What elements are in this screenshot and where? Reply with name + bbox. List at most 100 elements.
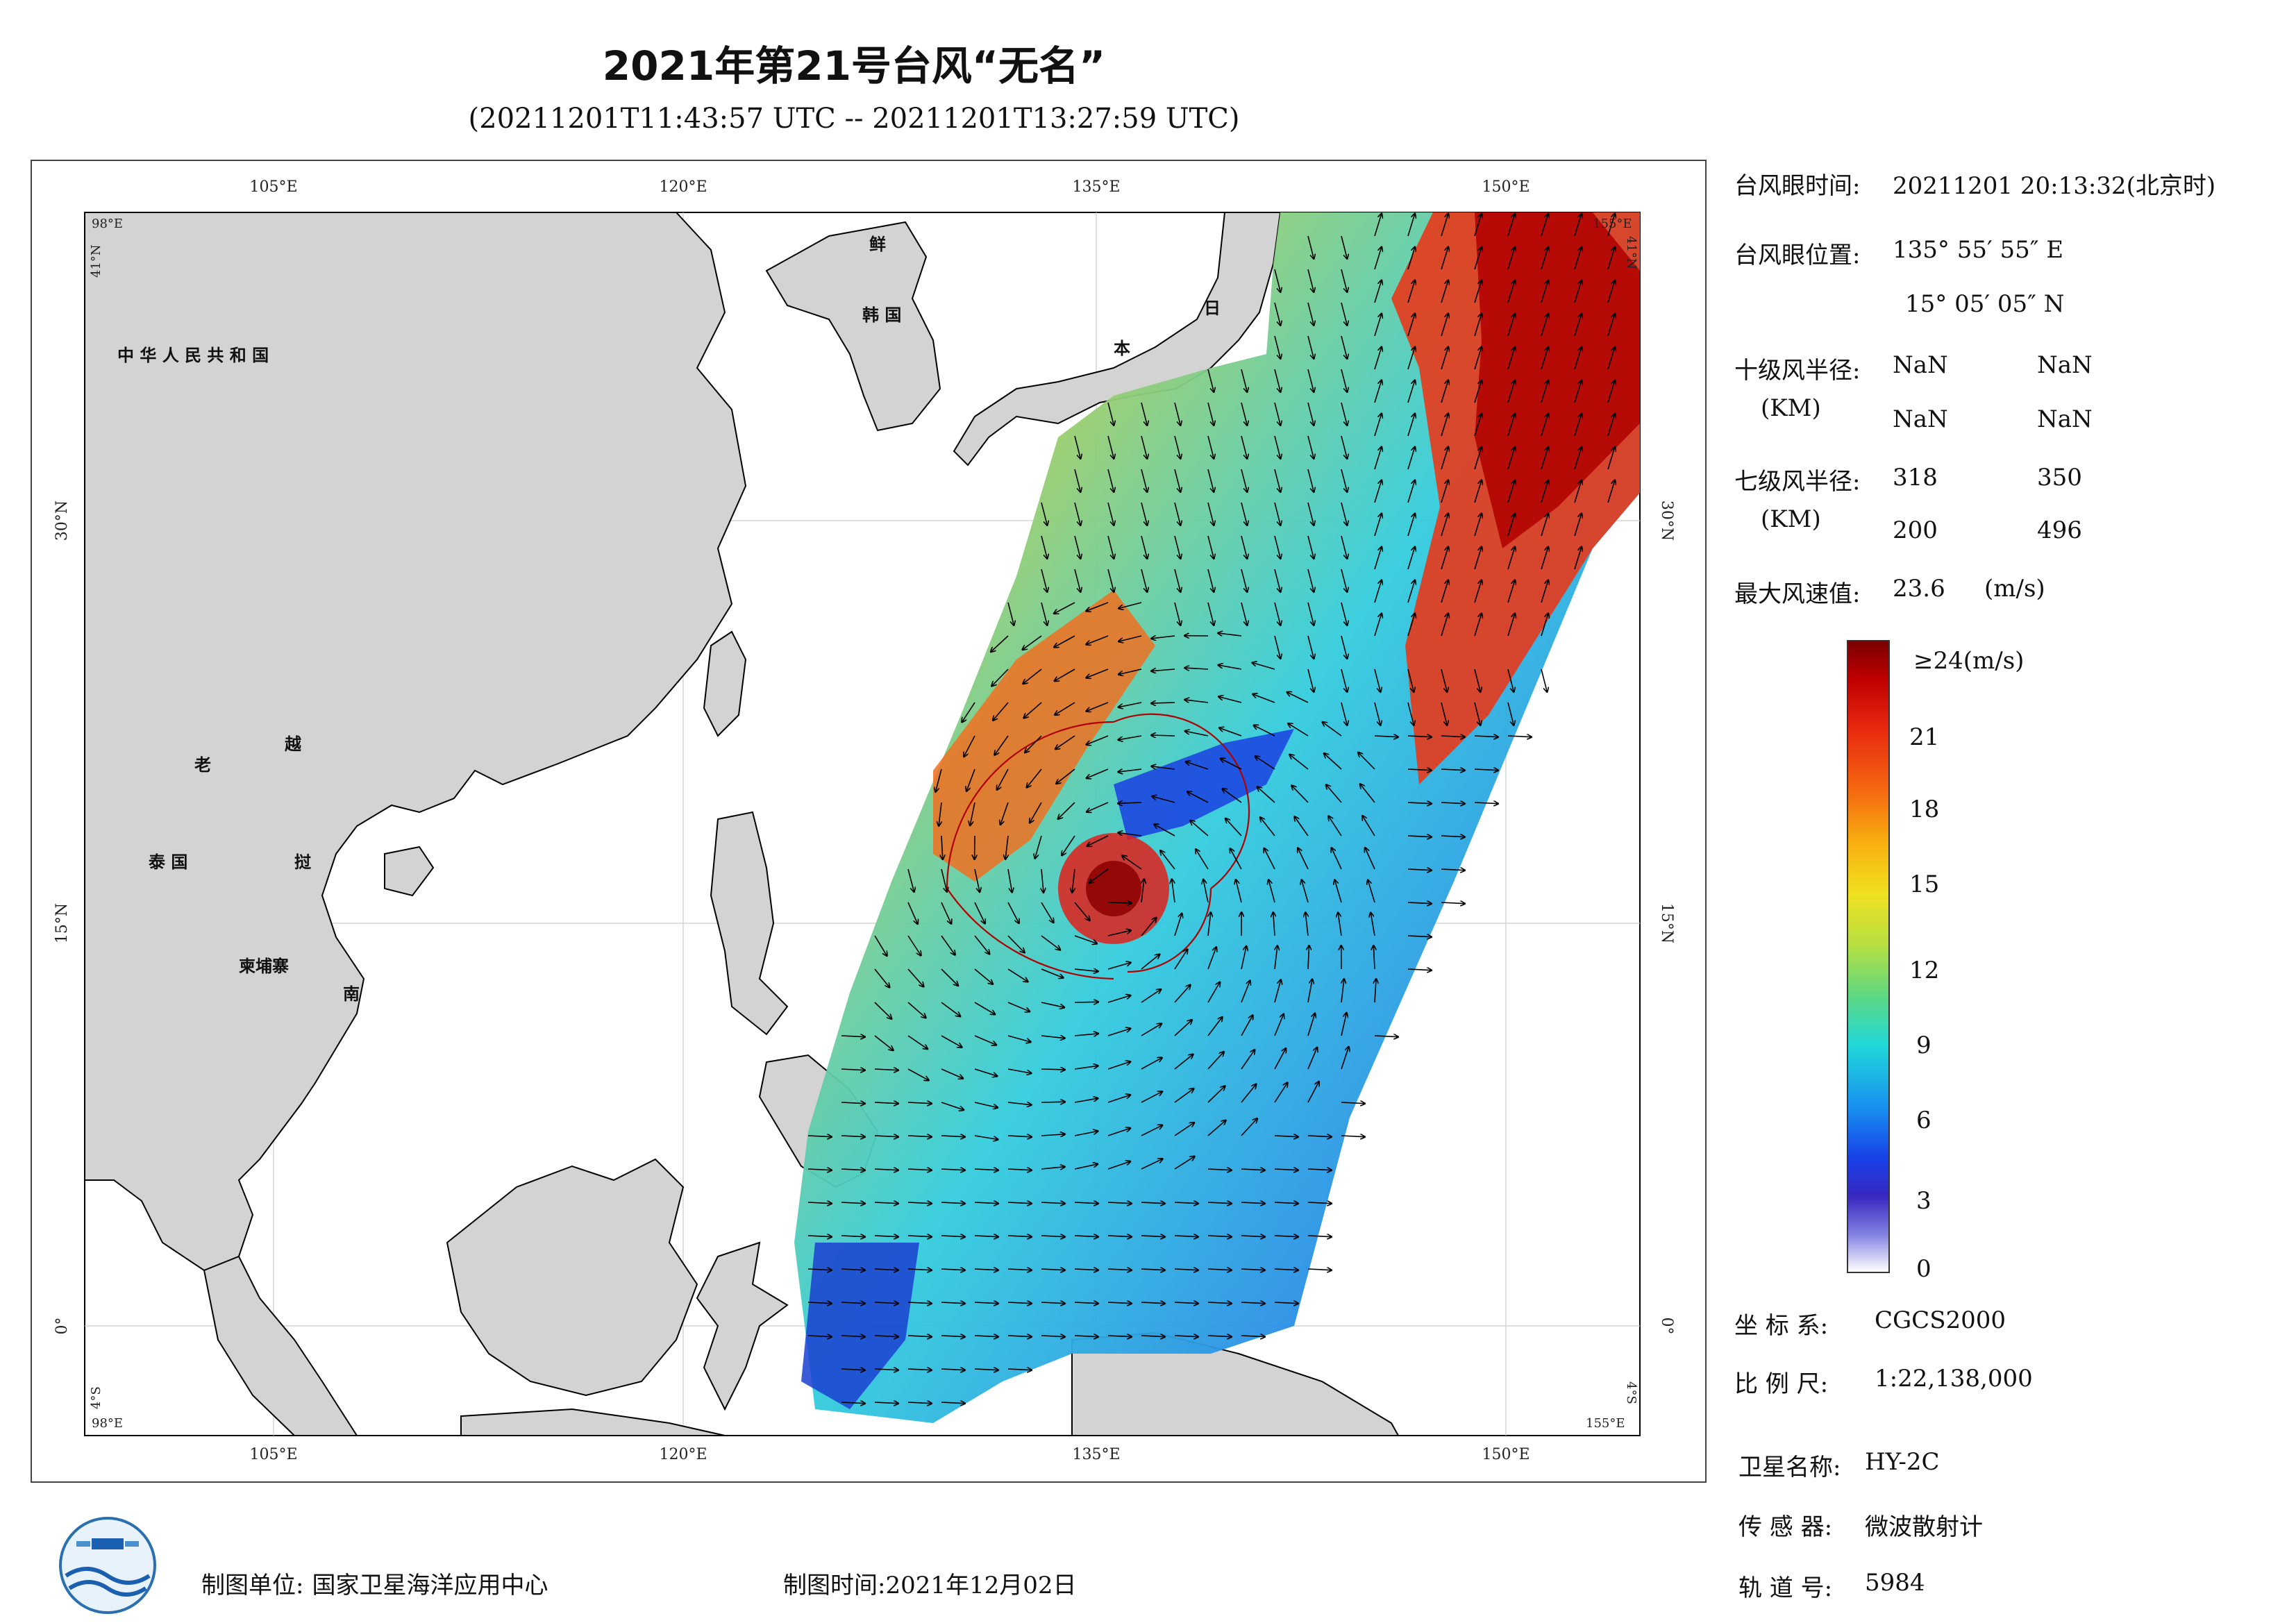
wind-arrow bbox=[941, 902, 951, 924]
colorbar-top-label: ≥24(m/s) bbox=[1913, 647, 2025, 675]
wind-arrow bbox=[1441, 480, 1448, 503]
wind-arrow bbox=[1274, 1202, 1298, 1204]
label-japan-1: 日 bbox=[1204, 298, 1221, 318]
wind-arrow bbox=[874, 968, 889, 988]
wind-arrow bbox=[1441, 769, 1465, 771]
wind-arrow bbox=[907, 1102, 932, 1104]
wind-arrow bbox=[1007, 935, 1025, 952]
eye-time-value: 20211201 20:13:32(北京时) bbox=[1893, 172, 2216, 200]
wind-arrow bbox=[1086, 668, 1109, 678]
wind-arrow bbox=[1574, 480, 1582, 503]
corner-bottom-left-lat: 4°S bbox=[89, 1386, 103, 1409]
wind-arrow bbox=[1374, 480, 1382, 503]
wind-arrow bbox=[1541, 347, 1548, 370]
wind-arrow bbox=[807, 1169, 832, 1170]
typhoon-eye-core bbox=[1086, 861, 1141, 916]
wind-arrow bbox=[974, 1336, 998, 1337]
wind-arrow bbox=[1174, 469, 1180, 492]
wind-arrow bbox=[1441, 702, 1447, 725]
wind-arrow bbox=[1087, 735, 1109, 745]
wind-arrow bbox=[1507, 480, 1515, 503]
wind-arrow bbox=[974, 968, 993, 984]
nsoas-logo bbox=[59, 1517, 156, 1614]
wind-arrow bbox=[1607, 480, 1615, 503]
wind-swath-west-band bbox=[933, 590, 1155, 882]
wind-arrow bbox=[874, 1402, 898, 1404]
wind-arrow bbox=[1141, 402, 1147, 426]
wind-arrow bbox=[1274, 302, 1280, 326]
wind-arrow bbox=[1074, 502, 1080, 525]
wind-arrow bbox=[1474, 347, 1482, 370]
wind-arrow bbox=[1307, 1169, 1332, 1170]
wind-arrow bbox=[1041, 868, 1044, 893]
land-mainland-asia bbox=[85, 212, 747, 1272]
wind-arrow bbox=[974, 1169, 998, 1170]
wind-arrow bbox=[935, 768, 942, 792]
wind-arrow bbox=[1541, 480, 1548, 503]
wind-arrow bbox=[1274, 1269, 1298, 1270]
wind-arrow bbox=[1055, 702, 1075, 715]
wind-arrow bbox=[1207, 1017, 1223, 1036]
wind-arrow bbox=[1307, 435, 1314, 459]
wind-arrow bbox=[1407, 380, 1415, 403]
wind-arrow bbox=[1007, 1068, 1032, 1073]
wind-arrow bbox=[1174, 1054, 1193, 1070]
wind-arrow bbox=[941, 1402, 965, 1404]
wind-arrow bbox=[1307, 635, 1314, 659]
wind-arrow bbox=[1107, 435, 1114, 459]
wind-arrow bbox=[1007, 1302, 1032, 1304]
wind-arrow bbox=[1541, 314, 1548, 337]
wind-arrow bbox=[1074, 1098, 1098, 1103]
wind-arrow bbox=[1334, 880, 1342, 903]
wind-arrow bbox=[1307, 1269, 1332, 1270]
wind-arrow bbox=[1407, 414, 1415, 437]
wind-arrow bbox=[1268, 880, 1275, 903]
wind-arrow bbox=[1307, 602, 1314, 625]
wind-arrow bbox=[1374, 736, 1398, 737]
wind-arrow bbox=[907, 1136, 932, 1137]
wind-arrow bbox=[1074, 1202, 1098, 1204]
wind-arrow bbox=[1225, 818, 1242, 836]
wind-arrow bbox=[1474, 668, 1480, 692]
wind-arrow bbox=[1107, 1061, 1130, 1070]
wind-arrow bbox=[1041, 569, 1047, 592]
label-vietnam-2: 挝 bbox=[294, 852, 312, 872]
wind-arrow bbox=[1007, 602, 1014, 625]
wind-arrow bbox=[907, 1068, 929, 1080]
wind-arrow bbox=[941, 1102, 964, 1110]
wind-arrow bbox=[1141, 435, 1147, 459]
wind-arrow bbox=[1274, 435, 1280, 459]
wind-arrow bbox=[1174, 1088, 1194, 1103]
wind-arrow bbox=[1274, 1014, 1284, 1036]
wind-arrow bbox=[1054, 635, 1075, 647]
coord-system-value: CGCS2000 bbox=[1875, 1306, 2006, 1334]
wind-arrow bbox=[1041, 1069, 1065, 1070]
wind-arrow bbox=[1541, 247, 1548, 270]
wind-arrow bbox=[1218, 665, 1242, 670]
wind-arrow bbox=[1574, 414, 1582, 437]
wind-arrow bbox=[807, 1202, 832, 1204]
wind-arrow bbox=[1185, 731, 1209, 737]
wind-arrow bbox=[841, 1336, 865, 1337]
lon-tick-bottom-150: 150°E bbox=[1482, 1446, 1530, 1463]
wind-arrow bbox=[1174, 502, 1180, 525]
wind-arrow bbox=[1122, 856, 1142, 870]
wind-arrow bbox=[1007, 1102, 1032, 1105]
wind-arrow bbox=[1241, 569, 1247, 592]
wind-arrow bbox=[1172, 879, 1175, 903]
wind-arrow bbox=[841, 1369, 865, 1370]
wind-arrow bbox=[974, 1236, 998, 1237]
wind-arrow bbox=[1407, 480, 1415, 503]
wind-arrow bbox=[1541, 280, 1548, 303]
wind-arrow bbox=[1341, 535, 1347, 559]
wind-arrow bbox=[1441, 736, 1465, 737]
seven-level-wind-radius bbox=[946, 713, 1250, 980]
wind-arrow bbox=[1541, 547, 1548, 570]
wind-arrow bbox=[907, 1169, 932, 1170]
wind-arrow bbox=[1274, 335, 1280, 359]
wind-arrow bbox=[1241, 602, 1247, 625]
wind-arrow bbox=[1474, 514, 1482, 537]
wind-arrow bbox=[1288, 723, 1309, 737]
map-title: 2021年第21号台风“无名” bbox=[602, 42, 1106, 90]
wind-arrow bbox=[1274, 1083, 1288, 1103]
